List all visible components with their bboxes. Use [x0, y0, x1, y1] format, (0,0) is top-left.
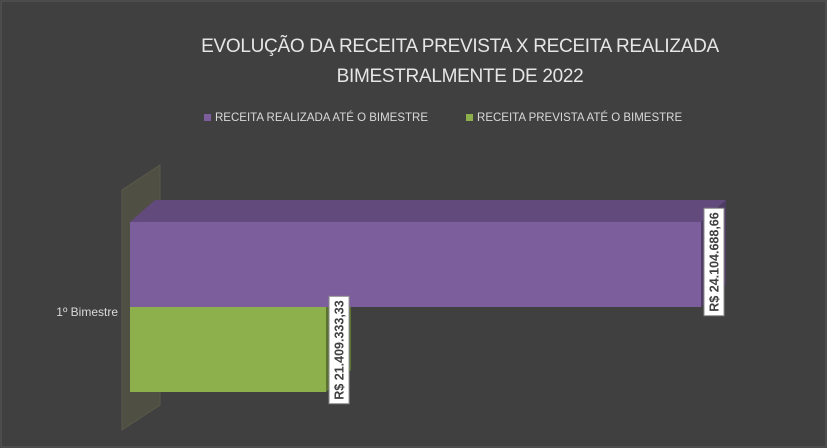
data-label: R$ 24.104.688,66 — [703, 207, 725, 317]
bar — [130, 222, 702, 307]
legend-label: RECEITA PREVISTA ATÉ O BIMESTRE — [477, 111, 682, 124]
data-label-box — [328, 295, 350, 405]
data-label-text: R$ 24.104.688,66 — [707, 212, 721, 311]
bar — [130, 307, 327, 392]
legend-label: RECEITA REALIZADA ATÉ O BIMESTRE — [215, 111, 428, 124]
legend-swatch — [204, 114, 211, 121]
legend-swatch — [466, 114, 474, 121]
bar-top — [130, 200, 727, 222]
data-label: R$ 21.409.333,33 — [328, 295, 350, 405]
y-tick-label: 1º Bimestre — [56, 305, 118, 319]
data-label-text: R$ 21.409.333,33 — [332, 300, 346, 399]
data-label-box — [703, 207, 725, 317]
chart-title: EVOLUÇÃO DA RECEITA PREVISTA X RECEITA R… — [201, 36, 719, 87]
